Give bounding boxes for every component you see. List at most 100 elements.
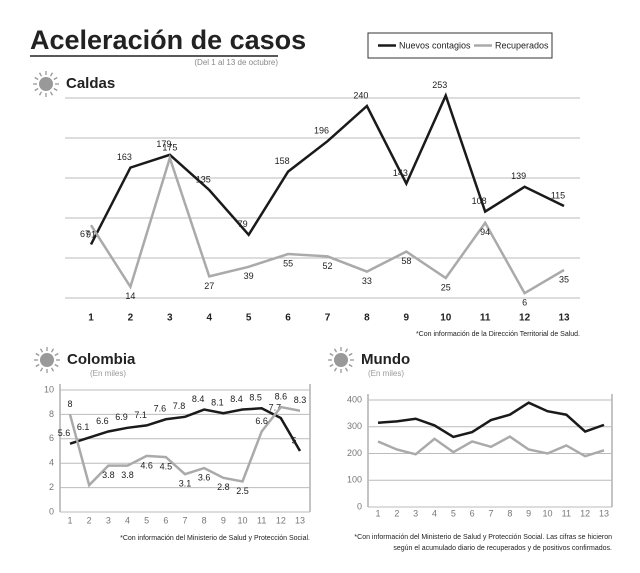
chart-title: Mundo xyxy=(361,351,410,368)
data-label: 196 xyxy=(314,126,329,136)
data-label: 6.9 xyxy=(115,412,128,422)
data-label: 2.8 xyxy=(217,482,230,492)
sun-ray xyxy=(344,348,349,353)
chart-title: Colombia xyxy=(67,351,136,368)
x-tick-label: 13 xyxy=(558,313,570,324)
x-tick-label: 13 xyxy=(599,508,609,518)
y-tick-label: 0 xyxy=(49,506,54,516)
x-tick-label: 8 xyxy=(364,313,370,324)
x-tick-label: 5 xyxy=(144,515,149,525)
data-label: 6 xyxy=(522,298,527,308)
sun-core xyxy=(334,353,348,367)
data-label: 179 xyxy=(156,139,171,149)
data-label: 3.1 xyxy=(179,479,192,489)
x-tick-label: 10 xyxy=(542,508,552,518)
x-tick-label: 8 xyxy=(507,508,512,518)
data-label: 35 xyxy=(559,274,569,284)
x-tick-label: 2 xyxy=(394,508,399,518)
sun-ray xyxy=(54,363,59,368)
x-tick-label: 8 xyxy=(202,515,207,525)
sun-ray xyxy=(38,91,43,96)
sun-ray xyxy=(39,348,44,353)
data-label: 27 xyxy=(204,281,214,291)
x-tick-label: 10 xyxy=(440,313,452,324)
x-tick-label: 1 xyxy=(88,313,94,324)
sun-ray xyxy=(329,352,334,357)
data-label: 240 xyxy=(353,90,368,100)
sun-ray xyxy=(344,367,349,372)
data-label: 8.4 xyxy=(192,394,205,404)
sun-ray xyxy=(348,363,353,368)
series-line xyxy=(89,92,565,245)
chart-subtitle: (En miles) xyxy=(90,369,126,378)
x-tick-label: 5 xyxy=(246,313,252,324)
data-label: 58 xyxy=(401,256,411,266)
data-label: 253 xyxy=(432,80,447,90)
x-tick-label: 10 xyxy=(237,515,247,525)
data-label: 135 xyxy=(196,174,211,184)
x-tick-label: 5 xyxy=(451,508,456,518)
source-note: *Con información de la Dirección Territo… xyxy=(416,331,580,338)
x-tick-label: 4 xyxy=(125,515,130,525)
sun-ray xyxy=(50,367,55,372)
sun-icons xyxy=(33,71,354,373)
data-label: 25 xyxy=(441,282,451,292)
y-tick-label: 400 xyxy=(347,394,362,404)
data-label: 3.8 xyxy=(102,470,115,480)
data-label: 2.5 xyxy=(236,486,249,496)
sun-ray xyxy=(333,367,338,372)
series-line xyxy=(377,435,605,458)
data-label: 175 xyxy=(162,142,177,152)
chart-title: Caldas xyxy=(66,75,115,92)
sun-ray xyxy=(39,367,44,372)
data-label: 8.3 xyxy=(294,395,307,405)
main-title: Aceleración de casos xyxy=(30,25,306,55)
data-label: 108 xyxy=(472,196,487,206)
source-note: según el acumulado diario de recuperados… xyxy=(393,545,612,552)
data-label: 5.6 xyxy=(58,428,71,438)
sun-core xyxy=(40,353,54,367)
sun-ray xyxy=(35,352,40,357)
x-tick-label: 1 xyxy=(67,515,72,525)
subtitle: (Del 1 al 13 de octubre) xyxy=(194,58,278,67)
data-label: 94 xyxy=(480,227,490,237)
data-label: 14 xyxy=(125,291,135,301)
data-label: 7.7 xyxy=(269,402,282,412)
data-label: 3.8 xyxy=(121,470,134,480)
data-label: 39 xyxy=(244,271,254,281)
sun-core xyxy=(39,77,53,91)
x-tick-label: 7 xyxy=(488,508,493,518)
sun-ray xyxy=(333,348,338,353)
data-label: 3.6 xyxy=(198,472,211,482)
sun-ray xyxy=(50,348,55,353)
x-tick-label: 2 xyxy=(128,313,134,324)
data-label: 163 xyxy=(117,152,132,162)
y-tick-label: 100 xyxy=(347,475,362,485)
x-tick-label: 7 xyxy=(182,515,187,525)
legend-label: Nuevos contagios xyxy=(399,40,471,50)
x-tick-label: 1 xyxy=(375,508,380,518)
x-tick-label: 3 xyxy=(106,515,111,525)
x-tick-label: 12 xyxy=(519,313,531,324)
data-label: 52 xyxy=(322,261,332,271)
data-label: 8 xyxy=(67,399,72,409)
x-tick-label: 11 xyxy=(257,515,266,525)
source-note: *Con información del Ministerio de Salud… xyxy=(120,535,310,542)
x-tick-label: 7 xyxy=(325,313,331,324)
data-label: 79 xyxy=(238,219,248,229)
series-line xyxy=(68,405,301,488)
data-label: 6.6 xyxy=(96,416,109,426)
data-label: 143 xyxy=(393,168,408,178)
sun-ray xyxy=(49,72,54,77)
x-tick-label: 11 xyxy=(480,313,491,324)
sun-ray xyxy=(329,363,334,368)
x-tick-label: 4 xyxy=(432,508,437,518)
y-tick-label: 8 xyxy=(49,409,54,419)
legend-box xyxy=(367,32,553,59)
data-label: 8.4 xyxy=(230,394,243,404)
data-label: 6.6 xyxy=(255,416,268,426)
y-tick-label: 0 xyxy=(357,501,362,511)
data-label: 7.6 xyxy=(154,404,167,414)
y-tick-label: 2 xyxy=(49,482,54,492)
